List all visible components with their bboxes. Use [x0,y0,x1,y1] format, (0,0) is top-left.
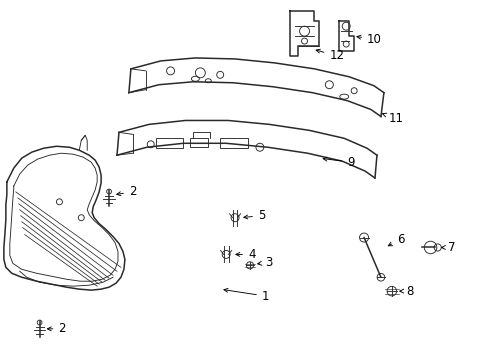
Text: 12: 12 [315,49,344,63]
Bar [155,138,183,148]
Text: 7: 7 [441,241,455,254]
Text: 6: 6 [387,233,404,246]
Text: 3: 3 [257,256,272,269]
Bar [220,138,247,148]
Bar [190,138,208,147]
Text: 11: 11 [382,112,403,125]
Text: 9: 9 [323,156,354,168]
Text: 2: 2 [117,185,136,198]
Text: 4: 4 [235,248,255,261]
Text: 8: 8 [399,285,413,298]
Text: 1: 1 [224,288,269,303]
Text: 2: 2 [47,322,66,336]
Text: 10: 10 [356,33,381,46]
Text: 5: 5 [244,209,264,222]
